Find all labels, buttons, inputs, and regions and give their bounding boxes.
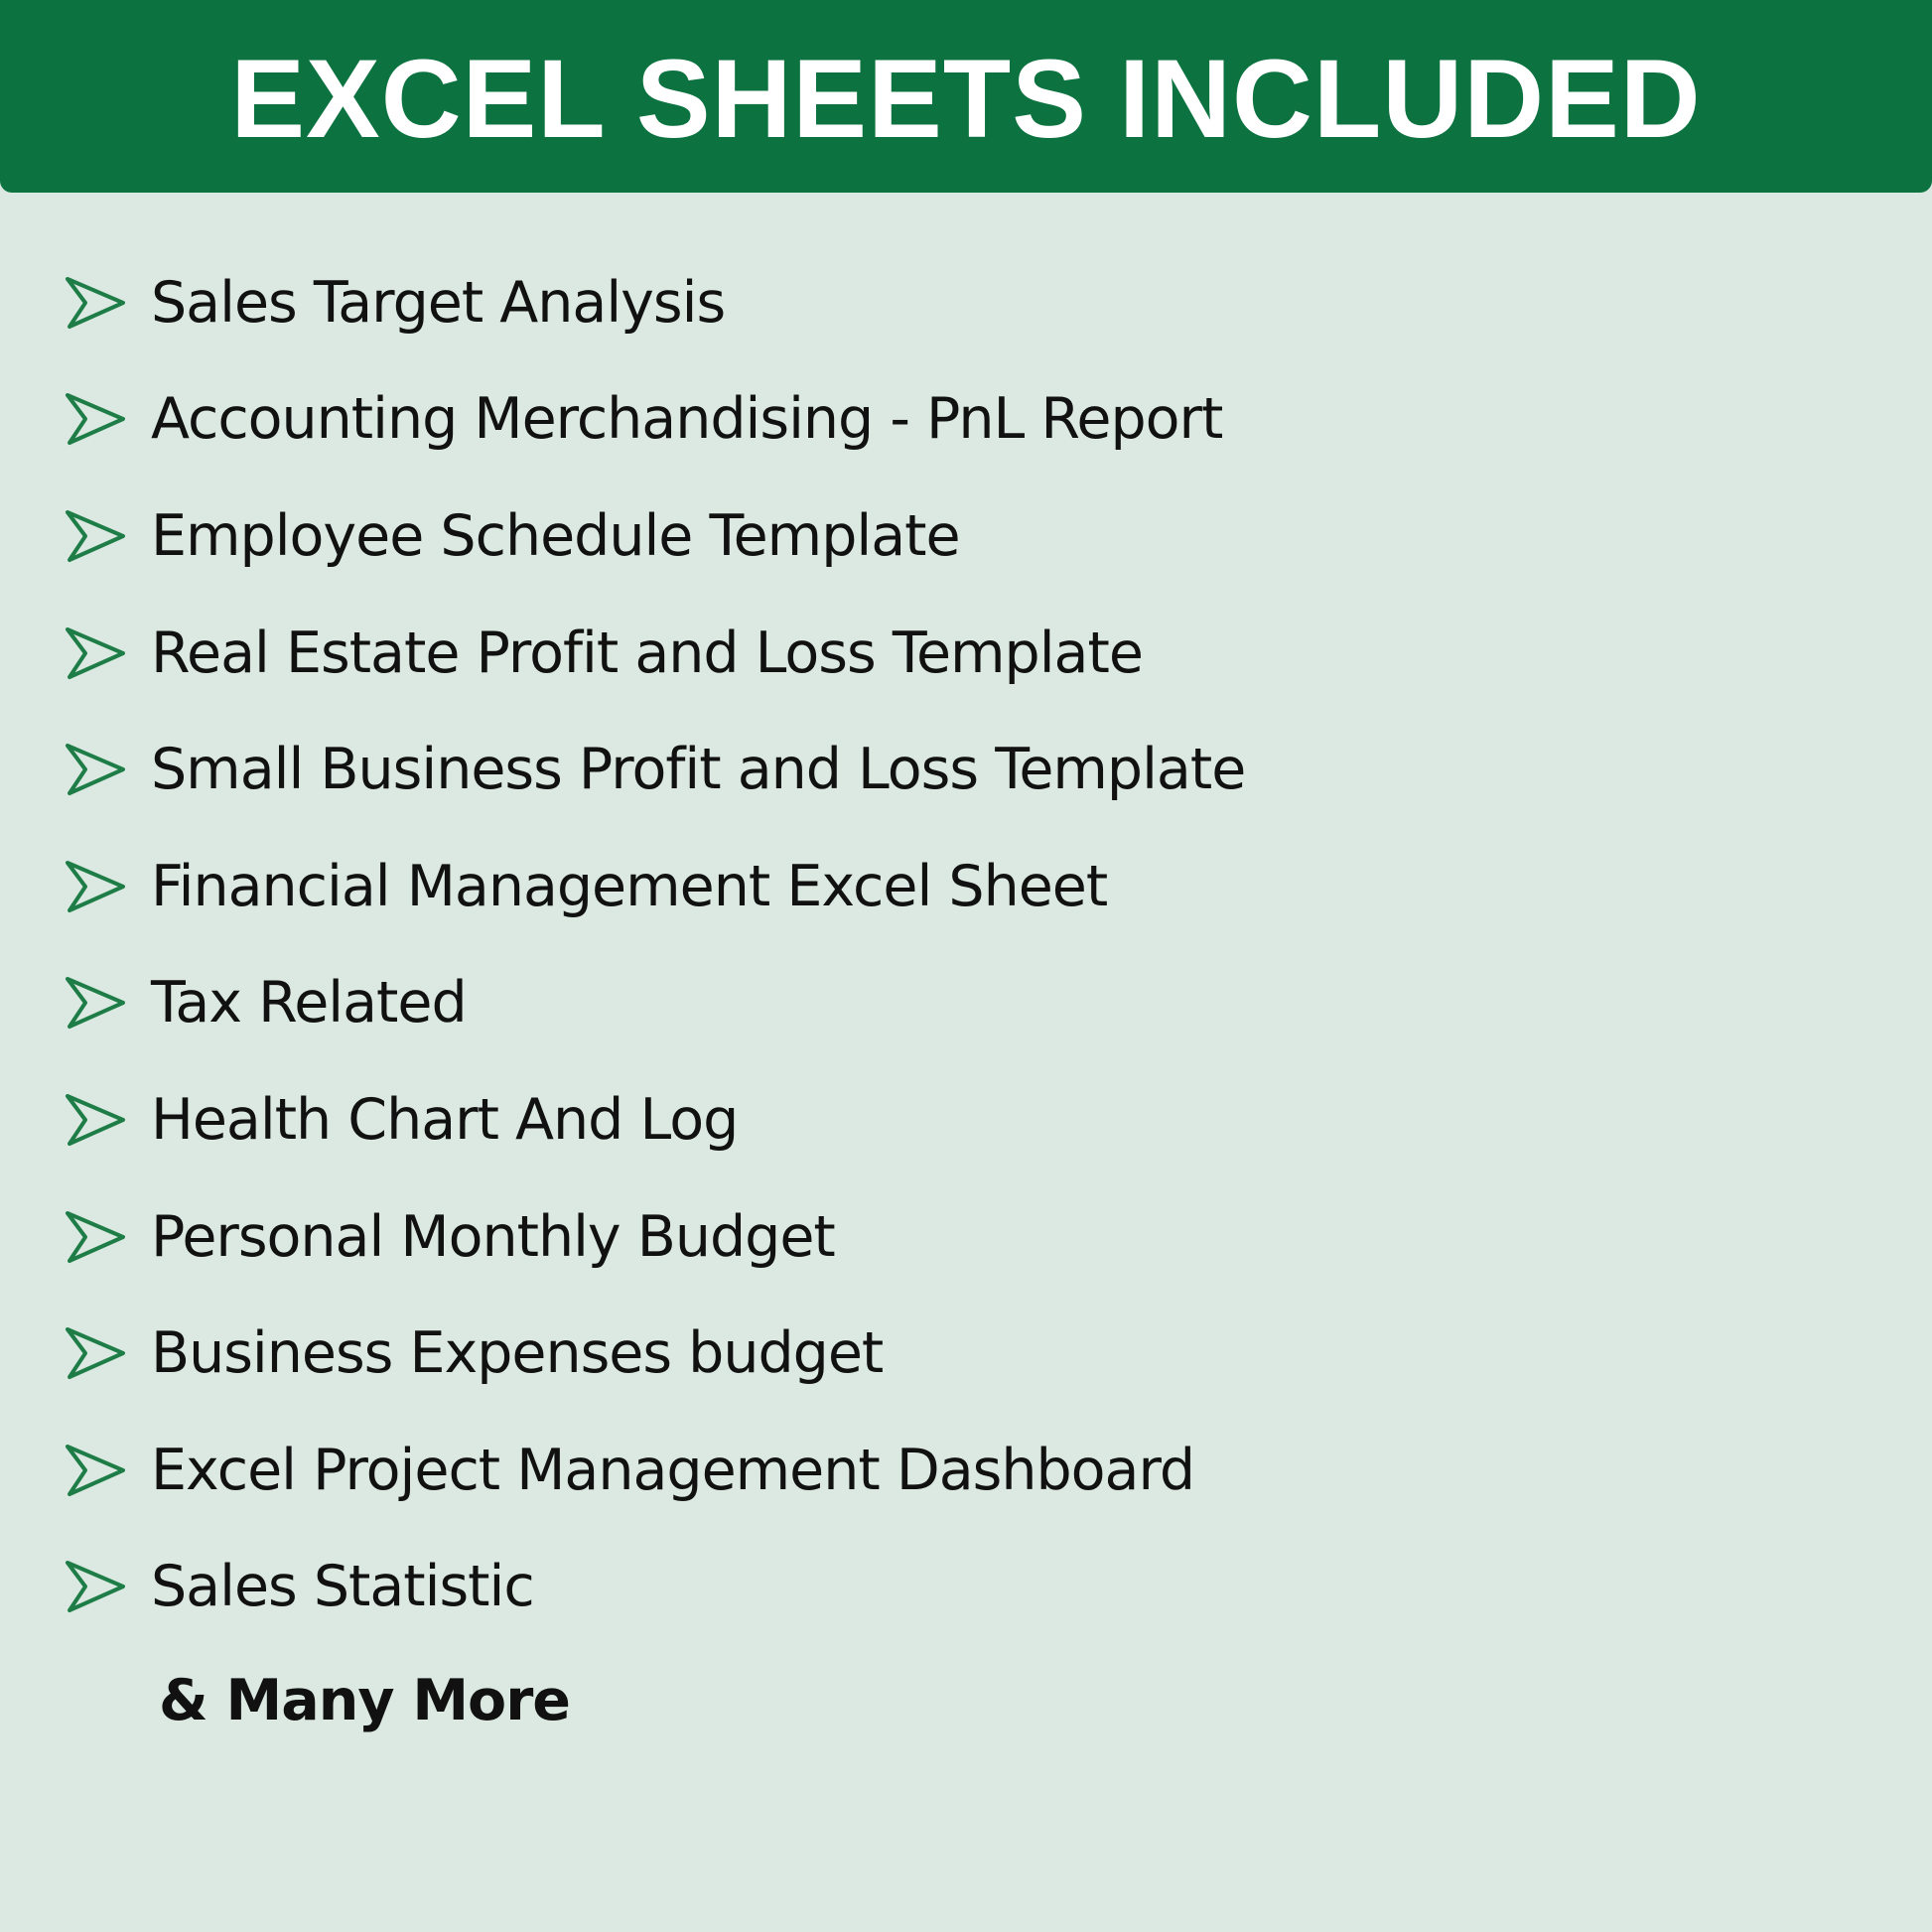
list-item-label: Real Estate Profit and Loss Template bbox=[151, 620, 1144, 686]
arrow-bullet-icon bbox=[66, 860, 125, 912]
list-item-label: Accounting Merchandising - PnL Report bbox=[151, 386, 1223, 453]
list-item: Small Business Profit and Loss Template bbox=[0, 711, 1932, 828]
list-item: Health Chart And Log bbox=[0, 1061, 1932, 1178]
arrow-bullet-icon bbox=[66, 1327, 125, 1380]
list-item: Personal Monthly Budget bbox=[0, 1178, 1932, 1296]
arrow-bullet-icon bbox=[66, 744, 125, 796]
list-item-label: Employee Schedule Template bbox=[151, 502, 961, 569]
page-title: EXCEL SHEETS INCLUDED bbox=[230, 36, 1702, 161]
list-item: Employee Schedule Template bbox=[0, 478, 1932, 595]
list-item-label: Business Expenses budget bbox=[151, 1320, 884, 1387]
arrow-bullet-icon bbox=[66, 1093, 125, 1146]
list-item-label: Health Chart And Log bbox=[151, 1086, 739, 1153]
list-item-label: Sales Target Analysis bbox=[151, 269, 726, 336]
sheet-list: Sales Target Analysis Accounting Merchand… bbox=[0, 244, 1932, 1645]
list-item: Financial Management Excel Sheet bbox=[0, 828, 1932, 945]
arrow-bullet-icon bbox=[66, 977, 125, 1030]
list-item: Business Expenses budget bbox=[0, 1295, 1932, 1412]
list-item-label: Excel Project Management Dashboard bbox=[151, 1437, 1195, 1503]
list-item: Accounting Merchandising - PnL Report bbox=[0, 361, 1932, 479]
arrow-bullet-icon bbox=[66, 393, 125, 446]
arrow-bullet-icon bbox=[66, 626, 125, 679]
list-item: Real Estate Profit and Loss Template bbox=[0, 595, 1932, 712]
list-item-label: Financial Management Excel Sheet bbox=[151, 853, 1108, 919]
list-item: Sales Statistic bbox=[0, 1529, 1932, 1646]
list-item: Excel Project Management Dashboard bbox=[0, 1412, 1932, 1529]
list-item-label: Personal Monthly Budget bbox=[151, 1203, 836, 1270]
arrow-bullet-icon bbox=[66, 1444, 125, 1496]
list-item-label: Tax Related bbox=[151, 970, 468, 1036]
many-more-text: & Many More bbox=[159, 1668, 571, 1733]
arrow-bullet-icon bbox=[66, 1210, 125, 1263]
list-item: Tax Related bbox=[0, 945, 1932, 1062]
arrow-bullet-icon bbox=[66, 276, 125, 329]
arrow-bullet-icon bbox=[66, 1561, 125, 1613]
list-item-label: Small Business Profit and Loss Template bbox=[151, 737, 1246, 803]
list-item-label: Sales Statistic bbox=[151, 1554, 535, 1620]
list-item: Sales Target Analysis bbox=[0, 244, 1932, 361]
arrow-bullet-icon bbox=[66, 509, 125, 562]
header-banner: EXCEL SHEETS INCLUDED bbox=[0, 0, 1932, 193]
